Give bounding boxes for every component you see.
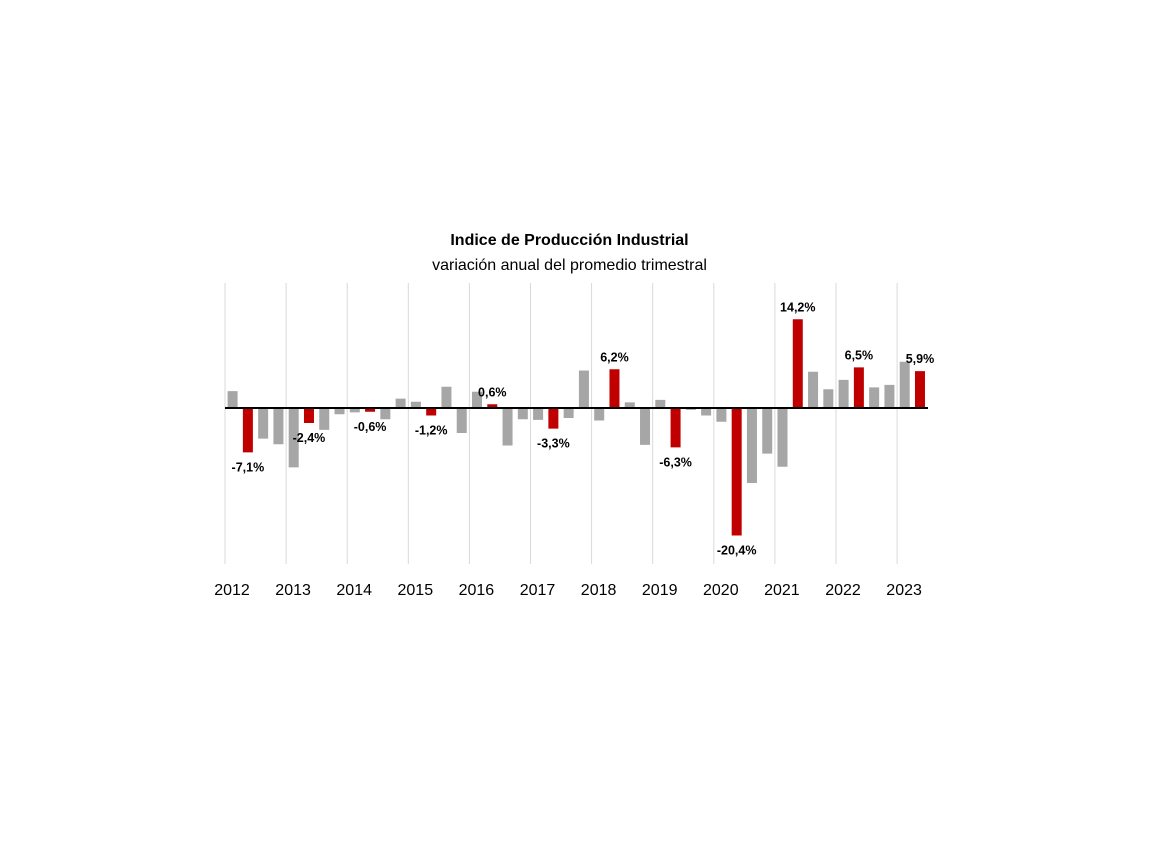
- bar-24: [594, 408, 605, 421]
- data-label-9: -0,6%: [354, 420, 387, 434]
- bar-40: [838, 379, 849, 408]
- tick-label-2023: 2023: [886, 582, 922, 599]
- bar-5: [303, 408, 314, 423]
- bar-12: [410, 401, 421, 408]
- tick-label-2022: 2022: [825, 582, 861, 599]
- bar-39: [823, 389, 834, 408]
- bar-4: [288, 408, 299, 468]
- bar-41: [853, 367, 864, 408]
- bar-38: [808, 371, 819, 408]
- bar-26: [624, 402, 635, 408]
- bar-20: [533, 408, 544, 420]
- tick-label-2019: 2019: [642, 582, 678, 599]
- bar-16: [472, 391, 482, 408]
- data-label-5: -2,4%: [293, 431, 326, 445]
- bar-29: [670, 408, 681, 448]
- bar-42: [869, 387, 880, 408]
- bar-44: [899, 361, 910, 408]
- bar-18: [502, 408, 513, 446]
- bar-6: [319, 408, 330, 430]
- bar-11: [395, 398, 406, 408]
- bar-0: [227, 391, 238, 408]
- bar-13: [426, 408, 437, 416]
- bar-10: [380, 408, 391, 420]
- bar-17: [487, 404, 498, 408]
- bar-14: [441, 386, 452, 408]
- bar-43: [884, 384, 895, 408]
- bar-23: [578, 370, 589, 408]
- bar-45: [914, 371, 925, 408]
- tick-label-2014: 2014: [336, 582, 372, 599]
- bar-15: [456, 408, 467, 433]
- bar-37: [792, 319, 803, 408]
- bar-34: [746, 408, 757, 483]
- tick-label-2015: 2015: [398, 582, 434, 599]
- data-label-29: -6,3%: [659, 455, 692, 469]
- chart-title: Indice de Producción Industrial: [450, 232, 689, 249]
- bar-33: [731, 408, 742, 536]
- bar-31: [701, 408, 712, 416]
- tick-label-2018: 2018: [581, 582, 617, 599]
- data-label-37: 14,2%: [780, 300, 815, 314]
- bars: [227, 319, 925, 536]
- data-label-41: 6,5%: [845, 348, 874, 362]
- data-label-13: -1,2%: [415, 424, 448, 438]
- bar-19: [517, 408, 528, 420]
- bar-25: [609, 369, 620, 408]
- data-label-1: -7,1%: [232, 460, 265, 474]
- x-tick-labels: 2012 2013 2014 2015 2016 2017 2018 2019 2020 2021…: [214, 582, 922, 599]
- tick-label-2016: 2016: [459, 582, 495, 599]
- bar-21: [548, 408, 559, 429]
- bar-22: [563, 408, 574, 418]
- tick-label-2017: 2017: [520, 582, 556, 599]
- bar-36: [777, 408, 788, 467]
- data-labels: -7,1% -2,4% -0,6% -1,2% 0,6% -3,3% 6,2% -6,3% -2…: [232, 300, 935, 557]
- tick-label-2012: 2012: [214, 582, 250, 599]
- bar-9: [365, 408, 376, 412]
- data-label-45: 5,9%: [906, 352, 935, 366]
- data-label-33: -20,4%: [717, 544, 757, 558]
- tick-label-2020: 2020: [703, 582, 739, 599]
- tick-label-2013: 2013: [275, 582, 311, 599]
- tick-label-2021: 2021: [764, 582, 800, 599]
- chart-subtitle: variación anual del promedio trimestral: [432, 257, 707, 274]
- bar-8: [349, 408, 360, 413]
- bar-28: [655, 399, 666, 408]
- bar-35: [762, 408, 773, 454]
- bar-7: [334, 408, 345, 415]
- data-label-21: -3,3%: [537, 437, 570, 451]
- data-label-17: 0,6%: [478, 385, 507, 399]
- bar-1: [242, 408, 253, 453]
- bar-3: [273, 408, 284, 445]
- bar-27: [640, 408, 651, 445]
- bar-2: [258, 408, 269, 439]
- grid-lines: [224, 283, 898, 564]
- data-label-25: 6,2%: [600, 350, 629, 364]
- bar-32: [716, 408, 727, 422]
